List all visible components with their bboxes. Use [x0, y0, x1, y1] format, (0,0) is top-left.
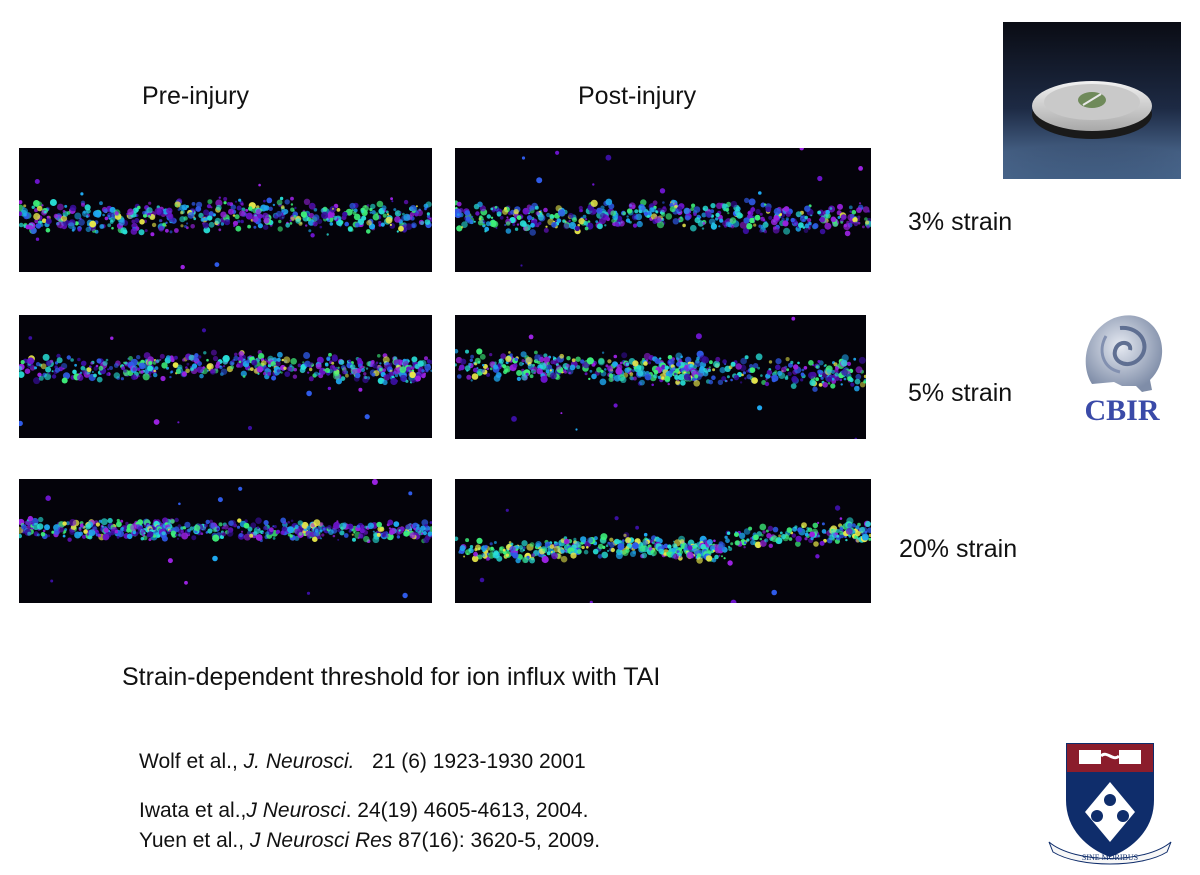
micrograph-pre-3pct: [19, 148, 432, 272]
reference-iwata: Iwata et al.,J Neurosci. 24(19) 4605-461…: [139, 799, 589, 822]
strain-label-3pct: 3% strain: [908, 208, 1013, 236]
university-crest-logo: SINE MORIBUS: [1045, 738, 1175, 868]
cbir-logo-text: CBIR: [1084, 394, 1159, 427]
micrograph-post-5pct: [455, 315, 866, 439]
shield-motto: SINE MORIBUS: [1082, 853, 1138, 862]
post-injury-header: Post-injury: [578, 82, 697, 110]
reference-yuen: Yuen et al., J Neurosci Res 87(16): 3620…: [139, 829, 601, 852]
strain-label-5pct: 5% strain: [908, 379, 1013, 407]
micrograph-pre-5pct: [19, 315, 432, 438]
micrograph-post-3pct: [455, 148, 871, 272]
cell-stretch-device-image: [1003, 22, 1181, 179]
strain-label-20pct: 20% strain: [899, 535, 1018, 563]
reference-wolf: Wolf et al., J. Neurosci. 21 (6) 1923-19…: [139, 750, 586, 773]
cbir-spiral-head-logo: CBIR: [1062, 306, 1182, 436]
micrograph-pre-20pct: [19, 479, 432, 603]
micrograph-post-20pct: [455, 479, 871, 603]
figure-caption: Strain-dependent threshold for ion influ…: [122, 663, 661, 691]
pre-injury-header: Pre-injury: [142, 82, 249, 110]
